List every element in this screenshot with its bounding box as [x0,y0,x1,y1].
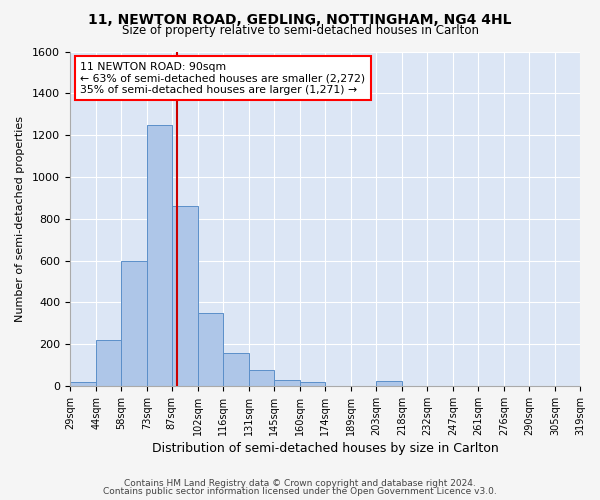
Bar [70,382,96,386]
X-axis label: Distribution of semi-detached houses by size in Carlton: Distribution of semi-detached houses by … [152,442,498,455]
Text: Size of property relative to semi-detached houses in Carlton: Size of property relative to semi-detach… [121,24,479,37]
Bar [249,370,274,386]
Y-axis label: Number of semi-detached properties: Number of semi-detached properties [15,116,25,322]
Text: Contains public sector information licensed under the Open Government Licence v3: Contains public sector information licen… [103,487,497,496]
Bar [376,380,403,386]
Bar [172,206,198,386]
Bar [121,260,147,386]
Bar [147,124,172,386]
Bar [198,313,223,386]
Text: 11, NEWTON ROAD, GEDLING, NOTTINGHAM, NG4 4HL: 11, NEWTON ROAD, GEDLING, NOTTINGHAM, NG… [88,12,512,26]
Bar [96,340,121,386]
Bar [223,352,249,386]
Text: Contains HM Land Registry data © Crown copyright and database right 2024.: Contains HM Land Registry data © Crown c… [124,478,476,488]
Bar [300,382,325,386]
Bar [274,380,300,386]
Text: 11 NEWTON ROAD: 90sqm
← 63% of semi-detached houses are smaller (2,272)
35% of s: 11 NEWTON ROAD: 90sqm ← 63% of semi-deta… [80,62,365,94]
